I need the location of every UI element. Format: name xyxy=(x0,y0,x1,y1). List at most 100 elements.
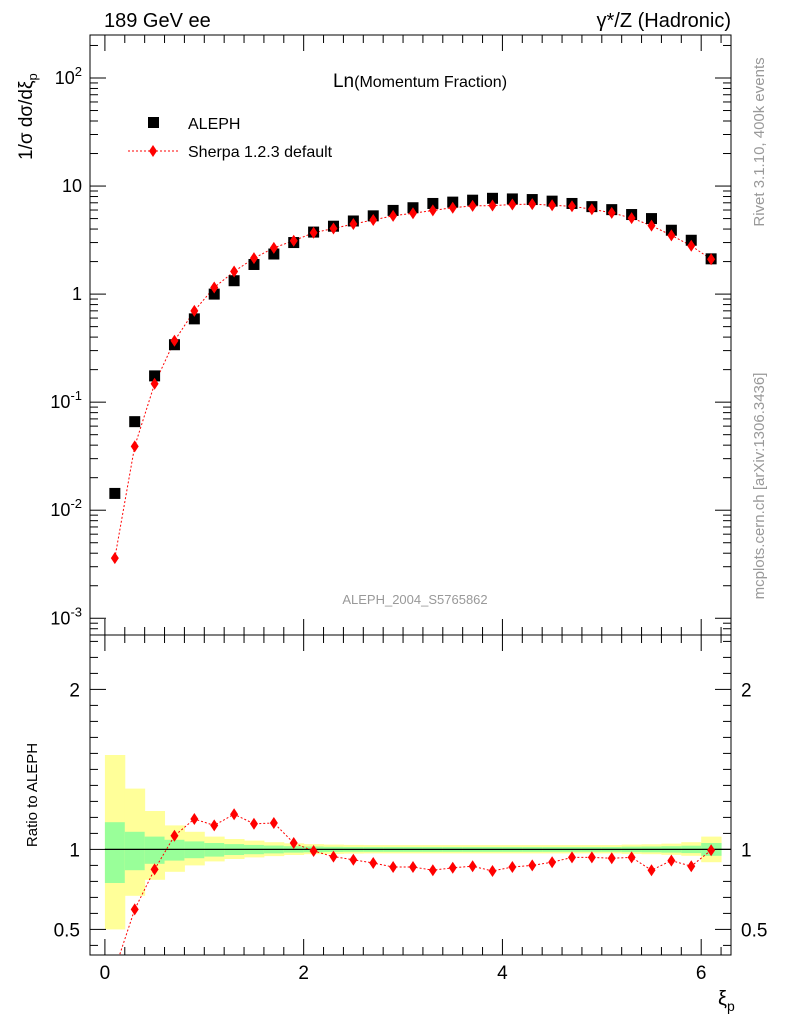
analysis-label: ALEPH_2004_S5765862 xyxy=(342,592,487,607)
ratio-mc-point xyxy=(170,829,179,842)
legend-data-marker xyxy=(148,117,159,128)
main-data-point xyxy=(129,416,141,428)
x-tick-label: 6 xyxy=(696,963,707,984)
ratio-mc-point xyxy=(607,852,616,865)
ratio-mc-point xyxy=(190,813,199,825)
ratio-y-tick-label-right: 1 xyxy=(741,840,752,861)
main-data-point xyxy=(268,248,280,260)
main-y-tick-label: 10-2 xyxy=(50,496,82,520)
main-data-point xyxy=(188,313,200,325)
ratio-band-inner xyxy=(124,831,146,871)
main-data-point xyxy=(486,192,498,204)
main-mc-point xyxy=(150,377,159,390)
ratio-mc-point xyxy=(349,853,358,866)
main-mc-point xyxy=(389,209,398,222)
main-mc-point xyxy=(468,199,477,212)
main-y-tick-label: 10-3 xyxy=(50,604,82,628)
main-mc-point xyxy=(528,198,537,211)
main-mc-point xyxy=(567,200,576,213)
main-data-point xyxy=(208,288,220,300)
main-mc-point xyxy=(309,226,318,239)
svg-text:1/σ dσ/dξp: 1/σ dσ/dξp xyxy=(16,73,40,160)
main-mc-point xyxy=(230,265,239,278)
ratio-mc-point xyxy=(548,856,557,869)
header-left: 189 GeV ee xyxy=(104,10,211,32)
main-mc-point xyxy=(408,207,417,220)
ratio-y-tick-label: 2 xyxy=(69,680,80,701)
ratio-mc-point xyxy=(309,845,318,857)
main-y-axis-label: 1/σ dσ/dξp xyxy=(16,73,40,160)
main-mc-point xyxy=(488,199,497,212)
ratio-y-tick-label-right: 2 xyxy=(741,680,752,701)
ratio-mc-point xyxy=(567,851,576,864)
ratio-mc-point xyxy=(627,851,636,864)
main-mc-point xyxy=(647,219,656,232)
main-mc-point xyxy=(428,204,437,217)
main-mc-point xyxy=(170,334,179,347)
ratio-mc-point xyxy=(269,817,278,829)
main-mc-point xyxy=(349,218,358,231)
ratio-mc-point xyxy=(707,844,716,857)
ratio-mc-point xyxy=(249,817,258,830)
main-mc-point xyxy=(130,440,139,453)
ratio-y-tick-label: 0.5 xyxy=(54,920,80,941)
ratio-band-inner xyxy=(164,839,185,861)
ratio-mc-point xyxy=(289,837,298,849)
legend-mc-marker xyxy=(149,145,157,157)
ratio-y-tick-label-right: 0.5 xyxy=(741,920,767,941)
ratio-mc-point xyxy=(389,861,398,873)
main-mc-point xyxy=(249,252,258,265)
main-mc-point xyxy=(329,222,338,235)
main-mc-point xyxy=(607,206,616,219)
main-mc-point xyxy=(448,201,457,214)
ratio-band-inner xyxy=(104,822,126,883)
main-data-point xyxy=(248,258,260,270)
main-mc-point xyxy=(627,212,636,225)
ratio-y-axis-label: Ratio to ALEPH xyxy=(24,743,41,847)
main-data-point xyxy=(427,197,439,209)
ratio-mc-point xyxy=(230,808,239,821)
main-mc-point xyxy=(707,253,716,266)
ratio-plot-area xyxy=(104,755,722,930)
main-plot-frame xyxy=(89,34,732,636)
ratio-mc-point xyxy=(528,859,537,872)
ratio-mc-point xyxy=(448,861,457,874)
main-y-tick-label: 10 xyxy=(62,176,82,196)
main-mc-point xyxy=(110,552,119,565)
main-mc-point xyxy=(210,281,219,294)
main-mc-point xyxy=(587,203,596,216)
ratio-mc-point xyxy=(428,864,437,877)
ratio-mc-point xyxy=(150,863,159,876)
ratio-plot-frame xyxy=(89,634,732,956)
main-y-tick-label: 102 xyxy=(55,64,82,88)
ratio-mc-point xyxy=(130,903,139,916)
plot-title-sub: (Momentum Fraction) xyxy=(354,74,507,91)
x-tick-label: 2 xyxy=(298,963,309,984)
ratio-mc-point xyxy=(687,860,696,873)
main-mc-line xyxy=(114,203,712,559)
main-data-point xyxy=(228,275,240,287)
x-tick-label: 0 xyxy=(100,963,111,984)
main-data-point xyxy=(149,370,161,382)
main-mc-point xyxy=(508,198,517,211)
ratio-mc-point xyxy=(488,865,497,877)
side-label-rivet: Rivet 3.1.10, 400k events xyxy=(751,57,768,226)
ratio-mc-point xyxy=(468,860,477,873)
main-y-tick-label: 10-1 xyxy=(50,388,82,412)
main-mc-point xyxy=(667,229,676,242)
ratio-mc-point xyxy=(210,819,219,832)
main-mc-point xyxy=(289,234,298,247)
main-data-point xyxy=(645,213,657,225)
main-mc-point xyxy=(369,214,378,227)
ratio-mc-point xyxy=(587,851,596,864)
main-y-tick-label: 1 xyxy=(72,284,82,304)
main-mc-point xyxy=(269,241,278,254)
main-data-point xyxy=(109,487,121,499)
x-axis-label: ξp xyxy=(718,988,735,1014)
ratio-series xyxy=(119,808,716,955)
ratio-mc-point xyxy=(508,861,517,873)
ratio-mc-point xyxy=(369,857,378,869)
ratio-mc-point xyxy=(329,850,338,863)
ratio-band-inner xyxy=(144,836,166,864)
